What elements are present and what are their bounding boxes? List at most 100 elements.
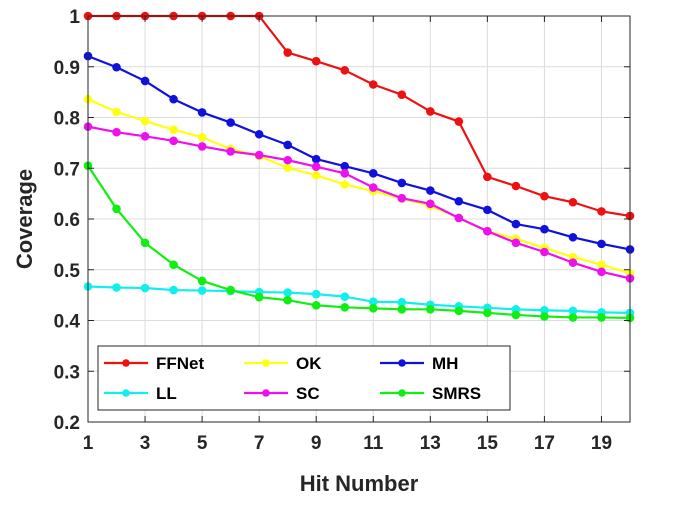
data-point-sc (311, 162, 321, 172)
legend-swatch-marker (398, 359, 406, 367)
data-point-mh (226, 118, 235, 127)
data-point-ffnet (511, 181, 521, 191)
data-point-mh (340, 161, 350, 171)
data-point-ll (311, 289, 321, 299)
x-tick-label: 15 (477, 433, 499, 454)
data-point-mh (197, 108, 207, 117)
data-point-mh (426, 186, 435, 195)
data-point-ok (197, 132, 207, 142)
y-tick-label: 0.2 (54, 413, 80, 434)
tick-marks (87, 15, 630, 423)
data-point-smrs (112, 204, 121, 214)
data-point-ffnet (283, 48, 292, 57)
data-point-mh (454, 196, 464, 206)
x-axis-label: Hit Number (300, 471, 419, 496)
data-point-mh (368, 169, 378, 178)
data-point-ok (340, 180, 350, 189)
data-point-smrs (454, 306, 464, 316)
x-tick-labels: 1 3 5 7 9 11 13 15 17 19 (83, 433, 612, 454)
data-point-ll (283, 288, 292, 297)
data-point-smrs (283, 295, 292, 305)
legend-swatch-marker (122, 389, 130, 397)
series-line-ll (87, 285, 631, 314)
legend-swatch-marker (122, 359, 130, 367)
data-point-mh (568, 232, 578, 242)
legend-item-mh: MH (380, 354, 458, 373)
series-smrs (83, 161, 635, 323)
data-point-ffnet (311, 56, 321, 66)
data-point-smrs (254, 292, 264, 302)
data-point-mh (169, 94, 178, 104)
data-point-smrs (426, 305, 435, 314)
series-mh (83, 51, 635, 254)
data-point-smrs (197, 276, 207, 286)
data-point-ffnet (397, 90, 407, 99)
x-tick-label: 19 (591, 433, 612, 454)
legend: FFNet OK MH LL SC SMRS (97, 345, 511, 411)
data-point-ffnet (340, 66, 350, 75)
legend-label: MH (432, 354, 458, 373)
data-point-ok (112, 107, 121, 117)
data-point-ll (112, 283, 121, 292)
data-point-mh (112, 62, 121, 72)
data-point-mh (311, 154, 321, 164)
data-point-mh (597, 239, 606, 249)
data-point-smrs (340, 303, 350, 312)
x-tick-label: 7 (254, 433, 265, 454)
data-point-ll (340, 292, 350, 301)
x-tick-label: 3 (140, 433, 151, 454)
legend-item-sc: SC (244, 384, 320, 403)
y-tick-label: 0.5 (54, 261, 81, 282)
data-point-smrs (568, 313, 578, 322)
data-point-sc (597, 267, 606, 277)
legend-label: SC (296, 384, 320, 403)
data-point-ffnet (597, 207, 606, 216)
data-point-ll (397, 297, 407, 307)
data-point-sc (368, 183, 378, 192)
data-point-ll (140, 283, 150, 293)
data-point-ok (169, 125, 178, 134)
data-point-ffnet (483, 172, 492, 182)
data-point-smrs (169, 260, 178, 269)
data-point-ffnet (454, 117, 464, 126)
data-point-mh (483, 205, 492, 215)
data-point-ll (169, 285, 178, 295)
legend-label: OK (296, 354, 322, 373)
legend-item-smrs: SMRS (380, 384, 481, 403)
legend-item-ll: LL (104, 384, 177, 403)
data-point-smrs (540, 312, 549, 321)
legend-label: FFNet (156, 354, 205, 373)
x-tick-label: 5 (197, 433, 208, 454)
data-point-sc (197, 142, 207, 151)
data-point-mh (283, 140, 292, 150)
y-tick-label: 0.9 (54, 58, 80, 79)
y-tick-label: 0.8 (54, 109, 80, 130)
series-layer (83, 11, 635, 323)
legend-box (97, 345, 511, 411)
series-line-mh (87, 55, 631, 251)
y-tick-label: 0.7 (54, 159, 80, 180)
y-tick-label: 0.3 (54, 362, 80, 383)
series-line-ok (87, 98, 631, 275)
data-point-smrs (368, 304, 378, 313)
legend-label: LL (156, 384, 177, 403)
y-tick-labels: 0.2 0.3 0.4 0.5 0.6 0.7 0.8 0.9 1 (54, 7, 81, 434)
data-point-smrs (140, 238, 150, 248)
data-point-sc (169, 136, 178, 146)
y-tick-label: 0.6 (54, 210, 80, 231)
data-point-sc (483, 226, 492, 236)
legend-swatch-marker (398, 389, 406, 397)
data-point-sc (397, 193, 407, 203)
data-point-sc (454, 213, 464, 223)
data-point-ffnet (368, 80, 378, 89)
data-point-mh (140, 76, 150, 86)
data-point-mh (540, 224, 549, 234)
data-point-smrs (226, 285, 235, 295)
x-tick-label: 9 (311, 433, 322, 454)
data-point-sc (511, 238, 521, 248)
data-point-sc (140, 131, 150, 141)
legend-label: SMRS (432, 384, 481, 403)
data-point-mh (511, 219, 521, 229)
data-point-mh (397, 178, 407, 188)
